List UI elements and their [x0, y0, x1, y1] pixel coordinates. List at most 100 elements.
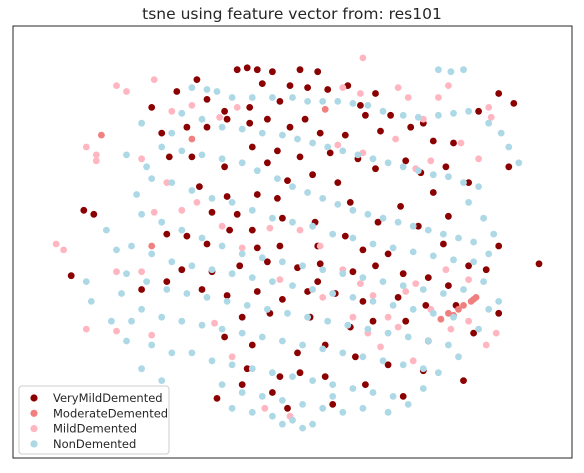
- point-milddemented-56: [261, 404, 269, 412]
- point-nondemented-3: [228, 94, 236, 101]
- point-nondemented-162: [269, 412, 276, 420]
- point-milddemented-48: [482, 341, 490, 349]
- point-verymilddemented-140: [465, 179, 472, 187]
- point-nondemented-106: [389, 302, 397, 309]
- point-milddemented-7: [339, 84, 347, 91]
- point-verymilddemented-25: [223, 115, 231, 123]
- point-nondemented-184: [485, 305, 493, 313]
- legend-label-moderatedemented: ModerateDemented: [53, 406, 168, 420]
- point-verymilddemented-114: [294, 349, 301, 357]
- point-verymilddemented-134: [138, 286, 146, 293]
- point-milddemented-31: [150, 208, 158, 216]
- point-milddemented-42: [384, 313, 392, 321]
- point-nondemented-35: [460, 179, 467, 187]
- point-verymilddemented-135: [510, 100, 518, 107]
- point-verymilddemented-83: [264, 258, 271, 266]
- point-milddemented-36: [266, 224, 274, 232]
- point-milddemented-44: [412, 280, 420, 287]
- point-nondemented-177: [148, 341, 156, 349]
- point-milddemented-32: [178, 206, 186, 214]
- point-verymilddemented-0: [233, 66, 241, 74]
- point-nondemented-52: [394, 218, 402, 226]
- point-verymilddemented-138: [450, 139, 457, 147]
- legend-marker-verymilddemented: [30, 394, 38, 402]
- point-nondemented-196: [505, 143, 513, 151]
- point-moderatedemented-3: [321, 105, 329, 113]
- point-nondemented-95: [168, 258, 176, 266]
- point-nondemented-127: [138, 305, 146, 313]
- point-verymilddemented-136: [495, 90, 503, 97]
- point-nondemented-71: [409, 248, 417, 256]
- point-verymilddemented-109: [402, 317, 410, 325]
- point-verymilddemented-2: [253, 66, 261, 74]
- point-nondemented-202: [138, 365, 146, 373]
- point-moderatedemented-9: [437, 315, 445, 323]
- point-milddemented-37: [296, 226, 304, 234]
- point-nondemented-55: [440, 230, 447, 238]
- point-nondemented-129: [178, 317, 186, 325]
- point-verymilddemented-1: [243, 64, 251, 72]
- point-milddemented-67: [113, 268, 120, 276]
- point-verymilddemented-53: [274, 195, 281, 202]
- point-verymilddemented-124: [362, 381, 369, 388]
- point-milddemented-5: [233, 104, 241, 111]
- point-nondemented-5: [269, 94, 276, 101]
- point-nondemented-50: [364, 210, 372, 218]
- point-verymilddemented-101: [422, 302, 430, 309]
- point-nondemented-178: [168, 349, 176, 357]
- point-nondemented-62: [228, 199, 236, 206]
- point-verymilddemented-80: [178, 266, 186, 274]
- point-verymilddemented-100: [394, 294, 402, 301]
- point-nondemented-195: [497, 129, 505, 137]
- point-verymilddemented-34: [165, 153, 173, 161]
- point-nondemented-110: [123, 270, 130, 278]
- point-nondemented-189: [404, 401, 412, 408]
- point-nondemented-48: [334, 201, 342, 208]
- point-nondemented-116: [243, 302, 251, 309]
- point-milddemented-59: [82, 325, 90, 333]
- point-nondemented-147: [289, 373, 296, 380]
- point-nondemented-66: [309, 222, 316, 230]
- point-verymilddemented-70: [253, 244, 261, 252]
- point-nondemented-104: [349, 294, 357, 301]
- point-verymilddemented-84: [294, 264, 301, 272]
- point-nondemented-146: [269, 369, 276, 377]
- point-verymilddemented-110: [470, 329, 477, 337]
- point-nondemented-79: [218, 242, 226, 250]
- point-nondemented-43: [253, 167, 261, 175]
- point-nondemented-149: [329, 381, 337, 388]
- point-nondemented-34: [445, 173, 452, 181]
- point-nondemented-28: [354, 151, 362, 159]
- point-nondemented-203: [158, 377, 166, 384]
- point-nondemented-134: [279, 337, 286, 345]
- point-nondemented-108: [429, 309, 437, 317]
- point-nondemented-63: [248, 206, 256, 214]
- point-nondemented-164: [309, 420, 316, 428]
- point-verymilddemented-63: [445, 212, 452, 220]
- point-nondemented-99: [248, 274, 256, 281]
- point-nondemented-44: [274, 175, 281, 183]
- point-verymilddemented-142: [158, 129, 166, 137]
- point-nondemented-171: [143, 163, 151, 171]
- legend-marker-moderatedemented: [30, 409, 38, 417]
- point-verymilddemented-13: [372, 90, 379, 97]
- point-nondemented-73: [450, 256, 457, 264]
- point-verymilddemented-40: [296, 153, 304, 161]
- point-nondemented-107: [409, 305, 417, 313]
- point-nondemented-123: [384, 329, 392, 337]
- point-verymilddemented-87: [372, 262, 379, 270]
- point-milddemented-3: [168, 107, 176, 115]
- point-nondemented-167: [228, 404, 236, 412]
- point-verymilddemented-104: [238, 313, 246, 321]
- point-verymilddemented-38: [274, 147, 281, 155]
- point-verymilddemented-116: [352, 353, 359, 361]
- point-milddemented-53: [276, 276, 284, 283]
- point-nondemented-165: [279, 420, 286, 428]
- point-nondemented-57: [470, 238, 477, 246]
- point-nondemented-0: [188, 84, 196, 91]
- point-verymilddemented-112: [221, 333, 229, 341]
- point-nondemented-2: [213, 88, 221, 95]
- point-verymilddemented-12: [324, 86, 332, 93]
- point-nondemented-175: [118, 290, 125, 297]
- point-milddemented-1: [123, 88, 130, 95]
